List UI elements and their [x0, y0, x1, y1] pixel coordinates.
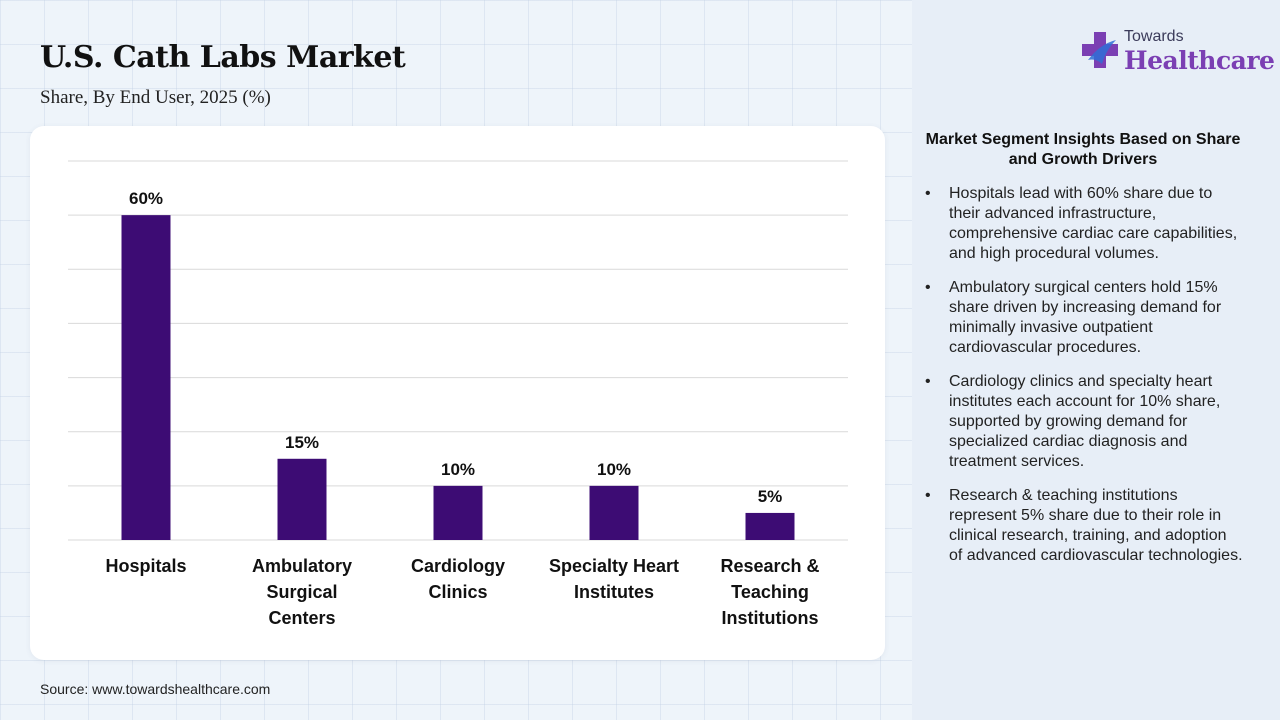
brand-logo: Towards Healthcare — [1080, 28, 1275, 78]
category-label: Institutes — [574, 582, 654, 602]
insights-title: Market Segment Insights Based on Share a… — [925, 131, 1241, 168]
category-label: Ambulatory — [252, 556, 352, 576]
medical-cross-icon — [1082, 32, 1118, 68]
bar — [433, 485, 483, 540]
bar — [121, 215, 171, 540]
bar — [277, 458, 327, 540]
category-label: Surgical — [266, 582, 337, 602]
category-label: Centers — [268, 608, 335, 628]
insight-item: Cardiology clinics and specialty heart i… — [925, 372, 1243, 472]
chart-card: 60% Hospitals 15% Ambulatory Surgical Centers… — [30, 126, 885, 660]
logo-top-text: Towards — [1124, 28, 1184, 45]
logo-main-text: Healthcare — [1124, 46, 1275, 75]
bar — [745, 512, 795, 540]
category-label: Specialty Heart — [549, 556, 679, 576]
category-label: Institutions — [722, 608, 819, 628]
data-label: 60% — [129, 189, 163, 208]
insight-item: Research & teaching institutions represe… — [925, 486, 1243, 566]
data-label: 10% — [597, 460, 631, 479]
data-label: 10% — [441, 460, 475, 479]
bar — [589, 485, 639, 540]
page-subtitle: Share, By End User, 2025 (%) — [40, 87, 271, 108]
insight-item: Ambulatory surgical centers hold 15% sha… — [925, 278, 1243, 358]
insights-list: Hospitals lead with 60% share due to the… — [925, 184, 1243, 580]
insight-item: Hospitals lead with 60% share due to the… — [925, 184, 1243, 264]
category-label: Clinics — [428, 582, 487, 602]
page-title: U.S. Cath Labs Market — [40, 40, 406, 75]
insights-panel — [912, 0, 1280, 720]
data-label: 5% — [758, 487, 783, 506]
category-label: Hospitals — [105, 556, 186, 576]
category-label: Research & — [720, 556, 819, 576]
bar-chart: 60% Hospitals 15% Ambulatory Surgical Centers… — [68, 160, 848, 628]
category-label: Teaching — [731, 582, 809, 602]
source-note: Source: www.towardshealthcare.com — [40, 681, 271, 697]
category-label: Cardiology — [411, 556, 505, 576]
data-label: 15% — [285, 433, 319, 452]
